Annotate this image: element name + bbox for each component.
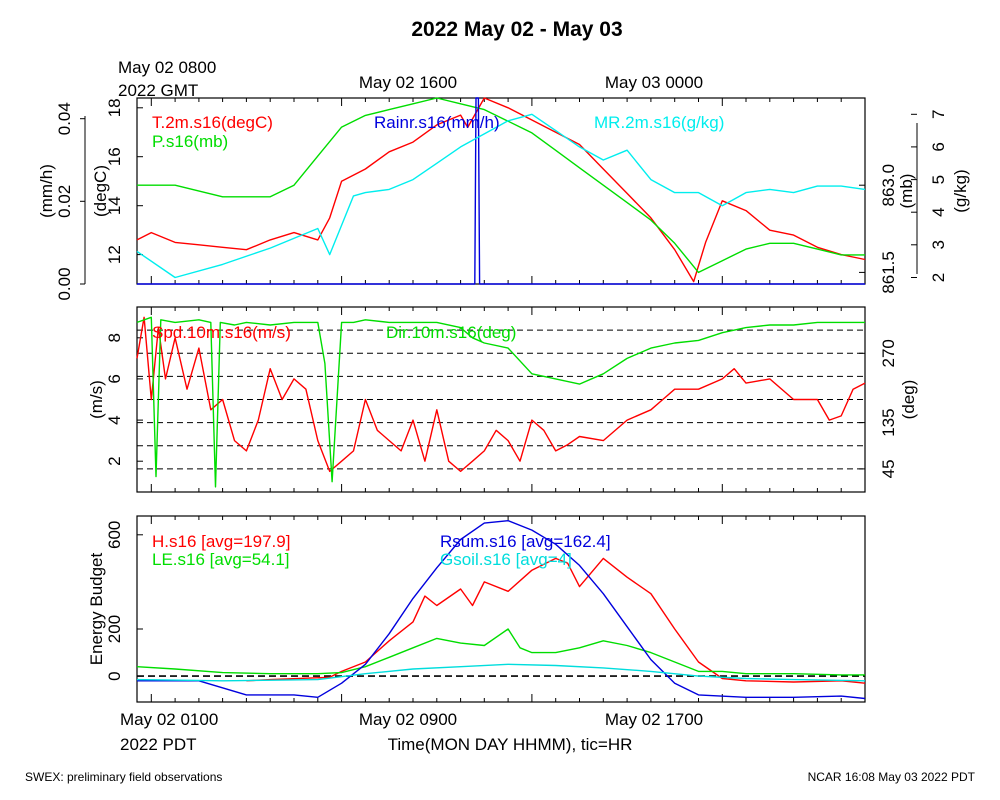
chart-title: 2022 May 02 - May 03: [411, 18, 622, 41]
series-line: [136, 316, 865, 488]
axis-label: Energy Budget: [87, 552, 106, 665]
footer-right: NCAR 16:08 May 03 2022 PDT: [808, 770, 976, 784]
ticks-layer: [80, 98, 918, 702]
tick-label: 2: [929, 273, 948, 282]
series-line: [136, 663, 866, 682]
footer-left: SWEX: preliminary field observations: [25, 770, 222, 784]
tick-label: 14: [105, 196, 124, 215]
axis-label: (degC): [91, 165, 110, 217]
series-label: Rainr.s16(mm/h): [374, 113, 500, 132]
tick-label: 861.5: [879, 251, 898, 294]
tick-label: 7: [929, 110, 948, 119]
series-line: [136, 113, 866, 279]
tick-label: 16: [105, 147, 124, 166]
series-line: [246, 557, 866, 684]
tick-label: 0: [105, 671, 124, 680]
tick-label: 8: [105, 333, 124, 342]
series-label: Gsoil.s16 [avg=4]: [440, 550, 572, 569]
series-label: T.2m.s16(degC): [152, 113, 273, 132]
tick-label: 12: [105, 245, 124, 264]
tick-label: 200: [105, 615, 124, 643]
labels-layer: 0.000.020.04(mm/h)12141618(degC)861.5863…: [37, 98, 970, 680]
axis-label: (g/kg): [951, 169, 970, 212]
series-line: [137, 520, 866, 700]
bottom-time-label-1: May 02 0900: [359, 710, 457, 729]
series-label: LE.s16 [avg=54.1]: [152, 550, 290, 569]
tick-label: 6: [105, 374, 124, 383]
x-axis-label: Time(MON DAY HHMM), tic=HR: [388, 735, 633, 754]
tick-label: 2: [105, 456, 124, 465]
top-time-label-2: May 03 0000: [605, 73, 703, 92]
tick-label: 863.0: [879, 164, 898, 207]
series-label: Dir.10m.s16(deg): [386, 323, 516, 342]
series-label: Spd.10m.s16(m/s): [152, 323, 291, 342]
tick-label: 270: [879, 339, 898, 367]
series-label: P.s16(mb): [152, 132, 228, 151]
tick-label: 135: [879, 408, 898, 436]
tick-label: 18: [105, 98, 124, 117]
tick-label: 45: [879, 459, 898, 478]
top-time-label-0: May 02 0800: [118, 58, 216, 77]
tick-label: 4: [105, 415, 124, 424]
series-line: [136, 316, 866, 473]
series-line: [137, 97, 865, 274]
series-label: H.s16 [avg=197.9]: [152, 532, 290, 551]
tick-label: 600: [105, 521, 124, 549]
top-time-sub: 2022 GMT: [118, 81, 198, 100]
series-layer: [136, 97, 866, 700]
bottom-time-sub: 2022 PDT: [120, 735, 197, 754]
tick-label: 3: [929, 240, 948, 249]
series-line: [137, 97, 865, 285]
panel-energy-frame: [136, 515, 866, 703]
series-label: Rsum.s16 [avg=162.4]: [440, 532, 611, 551]
tick-label: 0.04: [55, 102, 74, 135]
tick-label: 4: [929, 207, 948, 216]
series-line: [136, 628, 865, 676]
axis-label: (mb): [897, 174, 916, 209]
bottom-time-label-0: May 02 0100: [120, 710, 218, 729]
series-label: MR.2m.s16(g/kg): [594, 113, 724, 132]
series-line: [136, 97, 866, 283]
tick-label: 0.00: [55, 267, 74, 300]
reference-lines-layer: [137, 329, 865, 677]
top-time-label-1: May 02 1600: [359, 73, 457, 92]
tick-label: 0.02: [55, 185, 74, 218]
axis-label: (mm/h): [37, 164, 56, 218]
bottom-time-label-2: May 02 1700: [605, 710, 703, 729]
axis-label: (deg): [899, 380, 918, 420]
tick-label: 5: [929, 175, 948, 184]
tick-label: 6: [929, 142, 948, 151]
axis-label: (m/s): [87, 380, 106, 419]
